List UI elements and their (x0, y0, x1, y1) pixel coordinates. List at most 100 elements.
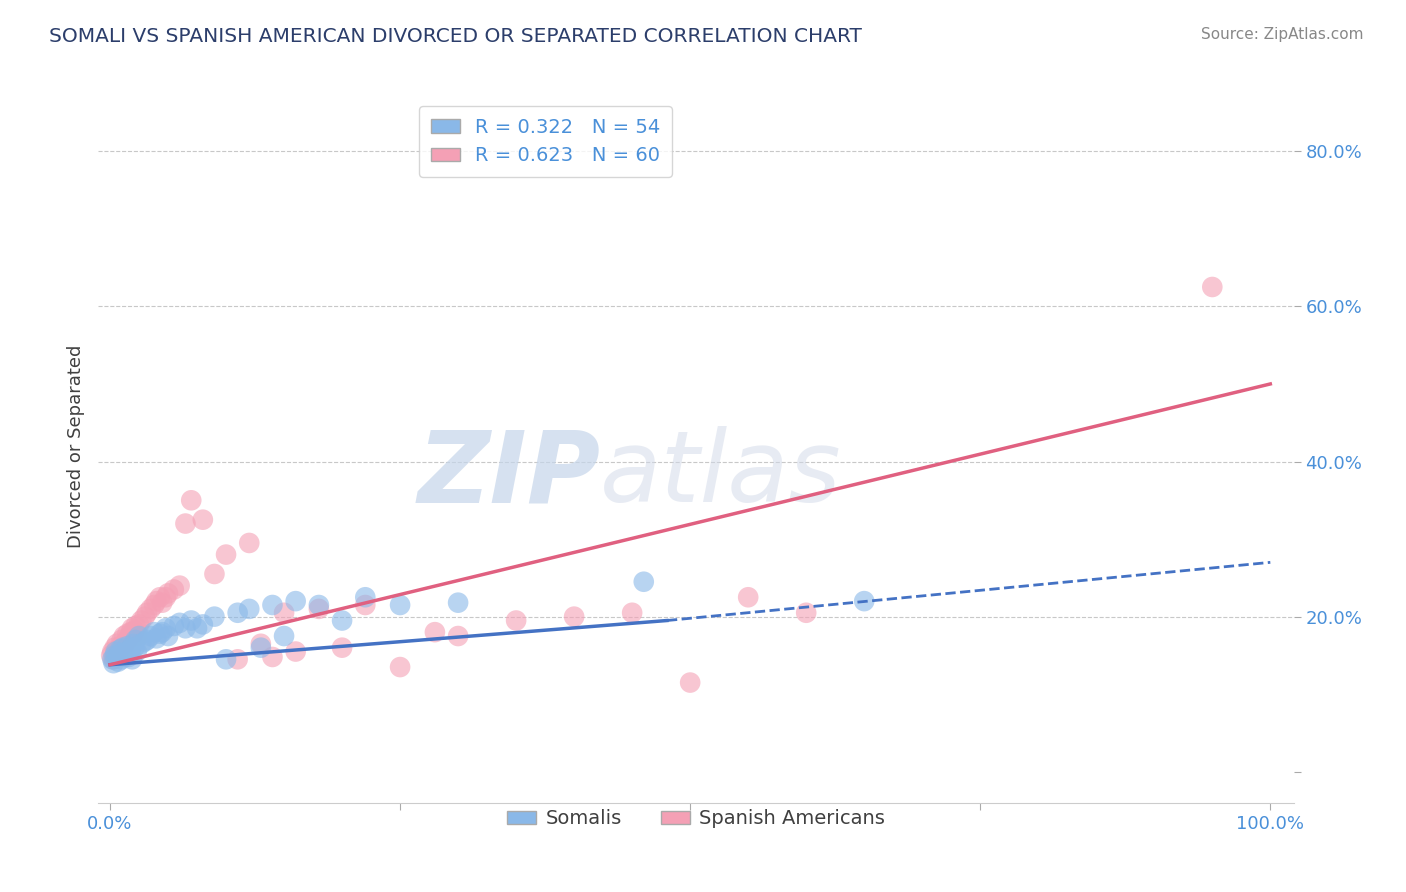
Somalis (110, 642, 132, 657)
Somalis (354, 591, 377, 605)
Legend: Somalis, Spanish Americans: Somalis, Spanish Americans (499, 801, 893, 836)
Somalis (124, 640, 146, 655)
Somalis (122, 637, 145, 651)
Somalis (180, 614, 202, 628)
Somalis (191, 617, 214, 632)
Spanish Americans (737, 591, 759, 605)
Somalis (107, 655, 129, 669)
Somalis (250, 640, 273, 655)
Somalis (134, 634, 156, 648)
Spanish Americans (262, 650, 284, 665)
Somalis (111, 640, 134, 655)
Spanish Americans (238, 536, 260, 550)
Spanish Americans (308, 602, 330, 616)
Spanish Americans (174, 516, 197, 531)
Somalis (284, 594, 307, 608)
Spanish Americans (139, 602, 162, 616)
Somalis (308, 598, 330, 612)
Spanish Americans (112, 629, 135, 643)
Somalis (104, 644, 127, 658)
Spanish Americans (163, 582, 186, 597)
Spanish Americans (101, 644, 124, 658)
Spanish Americans (330, 640, 353, 655)
Spanish Americans (128, 617, 150, 632)
Spanish Americans (145, 594, 167, 608)
Spanish Americans (794, 606, 817, 620)
Spanish Americans (284, 644, 307, 658)
Somalis (117, 639, 139, 653)
Spanish Americans (143, 598, 166, 612)
Somalis (139, 629, 162, 643)
Spanish Americans (104, 650, 127, 665)
Somalis (155, 621, 177, 635)
Somalis (103, 656, 125, 670)
Spanish Americans (108, 642, 131, 657)
Somalis (163, 619, 186, 633)
Spanish Americans (134, 609, 156, 624)
Somalis (330, 614, 353, 628)
Spanish Americans (121, 621, 143, 635)
Somalis (273, 629, 295, 643)
Spanish Americans (131, 614, 153, 628)
Spanish Americans (117, 632, 139, 646)
Spanish Americans (125, 629, 148, 643)
Somalis (111, 652, 134, 666)
Somalis (226, 606, 249, 620)
Spanish Americans (169, 579, 191, 593)
Somalis (143, 625, 166, 640)
Spanish Americans (273, 606, 295, 620)
Somalis (125, 644, 148, 658)
Somalis (389, 598, 412, 612)
Somalis (121, 652, 143, 666)
Somalis (105, 650, 128, 665)
Spanish Americans (423, 625, 446, 640)
Somalis (128, 629, 150, 643)
Somalis (131, 637, 153, 651)
Text: ZIP: ZIP (418, 426, 600, 523)
Somalis (114, 650, 136, 665)
Spanish Americans (122, 626, 145, 640)
Somalis (149, 626, 172, 640)
Somalis (101, 652, 124, 666)
Somalis (120, 642, 142, 657)
Spanish Americans (150, 596, 173, 610)
Somalis (204, 609, 226, 624)
Spanish Americans (111, 644, 134, 658)
Spanish Americans (120, 625, 142, 640)
Spanish Americans (118, 629, 141, 643)
Somalis (118, 644, 141, 658)
Spanish Americans (215, 548, 238, 562)
Spanish Americans (1201, 280, 1223, 294)
Somalis (124, 632, 146, 647)
Spanish Americans (226, 652, 249, 666)
Spanish Americans (447, 629, 470, 643)
Somalis (117, 650, 139, 665)
Spanish Americans (389, 660, 412, 674)
Spanish Americans (107, 644, 129, 658)
Somalis (157, 629, 180, 643)
Spanish Americans (191, 513, 214, 527)
Spanish Americans (110, 639, 132, 653)
Spanish Americans (111, 632, 134, 647)
Somalis (112, 648, 135, 663)
Spanish Americans (204, 566, 226, 581)
Somalis (238, 602, 260, 616)
Spanish Americans (117, 626, 139, 640)
Text: Source: ZipAtlas.com: Source: ZipAtlas.com (1201, 27, 1364, 42)
Somalis (108, 647, 131, 661)
Spanish Americans (155, 591, 177, 605)
Spanish Americans (679, 675, 702, 690)
Spanish Americans (562, 609, 585, 624)
Spanish Americans (105, 637, 128, 651)
Somalis (150, 625, 173, 640)
Spanish Americans (100, 648, 122, 663)
Spanish Americans (621, 606, 644, 620)
Somalis (145, 632, 167, 646)
Spanish Americans (136, 606, 159, 620)
Spanish Americans (114, 637, 136, 651)
Somalis (215, 652, 238, 666)
Somalis (174, 621, 197, 635)
Somalis (633, 574, 655, 589)
Somalis (186, 621, 208, 635)
Spanish Americans (115, 634, 138, 648)
